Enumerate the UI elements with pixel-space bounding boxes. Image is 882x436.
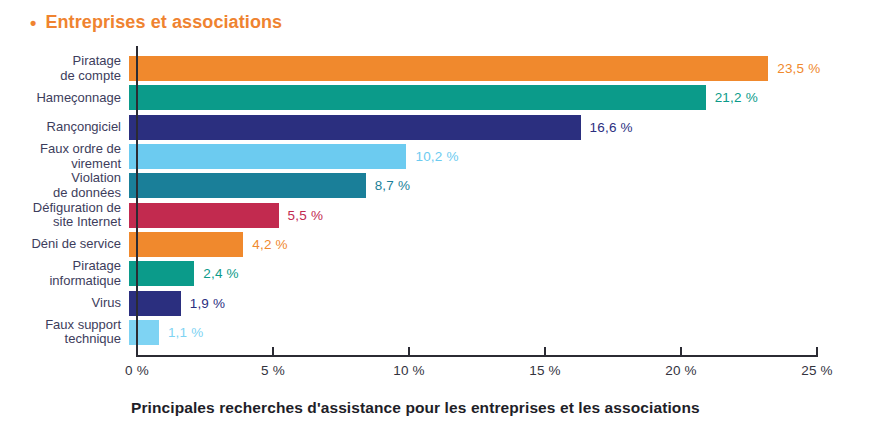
x-axis-tick-label: 10 % [381,363,437,378]
bar [129,115,581,140]
category-label: Piratage de compte [0,54,129,83]
bar-area: 5,5 % [129,203,323,228]
plot-rows: Piratage de compte 23,5 % Hameçonnage 21,2 … [0,54,882,347]
category-label: Rançongiciel [0,120,129,135]
bar [129,85,706,110]
chart-figure: • Entreprises et associations Piratage d… [0,0,882,436]
chart-row: Rançongiciel 16,6 % [0,113,882,142]
x-axis-tick [272,347,274,355]
chart-title-text: Entreprises et associations [45,12,282,33]
bar-value-label: 8,7 % [375,178,411,193]
bar-value-label: 10,2 % [415,149,458,164]
chart-row: Virus 1,9 % [0,288,882,317]
x-axis-tick [408,347,410,355]
bar [129,261,194,286]
chart-caption: Principales recherches d'assistance pour… [131,399,700,417]
bar-value-label: 21,2 % [715,90,758,105]
bar [129,203,279,228]
chart-row: Hameçonnage 21,2 % [0,83,882,112]
x-axis-tick [544,347,546,355]
bar [129,232,243,257]
category-label: Virus [0,296,129,311]
category-label: Défiguration de site Internet [0,201,129,230]
bar-value-label: 4,2 % [252,237,288,252]
category-label: Faux ordre de virement [0,142,129,171]
bar [129,173,366,198]
bar [129,144,406,169]
category-label: Piratage informatique [0,259,129,288]
bar-area: 2,4 % [129,261,239,286]
chart-row: Faux support technique 1,1 % [0,318,882,347]
y-axis-line [136,46,138,357]
x-axis-tick-label: 15 % [517,363,573,378]
chart-row: Violation de données 8,7 % [0,171,882,200]
bar-value-label: 1,1 % [168,325,204,340]
category-label: Déni de service [0,237,129,252]
x-axis-tick-label: 5 % [245,363,301,378]
x-axis-tick-label: 20 % [653,363,709,378]
bar-area: 21,2 % [129,85,758,110]
x-axis-tick [816,347,818,355]
bar-area: 1,9 % [129,291,225,316]
bar-value-label: 16,6 % [590,120,633,135]
bar-value-label: 2,4 % [203,266,239,281]
x-axis-tick-label: 25 % [789,363,845,378]
bar-area: 4,2 % [129,232,288,257]
bar [129,56,768,81]
x-axis-tick [136,347,138,355]
bar-area: 8,7 % [129,173,410,198]
bar [129,320,159,345]
chart-row: Déni de service 4,2 % [0,230,882,259]
plot-area: Piratage de compte 23,5 % Hameçonnage 21,2 … [0,54,882,347]
bar-area: 10,2 % [129,144,459,169]
chart-row: Piratage informatique 2,4 % [0,259,882,288]
category-label: Violation de données [0,171,129,200]
bullet-icon: • [30,14,36,32]
bar-area: 23,5 % [129,56,820,81]
chart-row: Défiguration de site Internet 5,5 % [0,200,882,229]
category-label: Hameçonnage [0,91,129,106]
chart-row: Piratage de compte 23,5 % [0,54,882,83]
category-label: Faux support technique [0,318,129,347]
bar-area: 1,1 % [129,320,203,345]
bar-area: 16,6 % [129,115,633,140]
x-axis-tick [680,347,682,355]
bar-value-label: 1,9 % [190,296,226,311]
bar-value-label: 23,5 % [777,61,820,76]
x-axis-line [136,355,818,357]
x-axis-tick-label: 0 % [109,363,165,378]
chart-row: Faux ordre de virement 10,2 % [0,142,882,171]
bar-value-label: 5,5 % [288,208,324,223]
chart-title: • Entreprises et associations [30,12,282,33]
